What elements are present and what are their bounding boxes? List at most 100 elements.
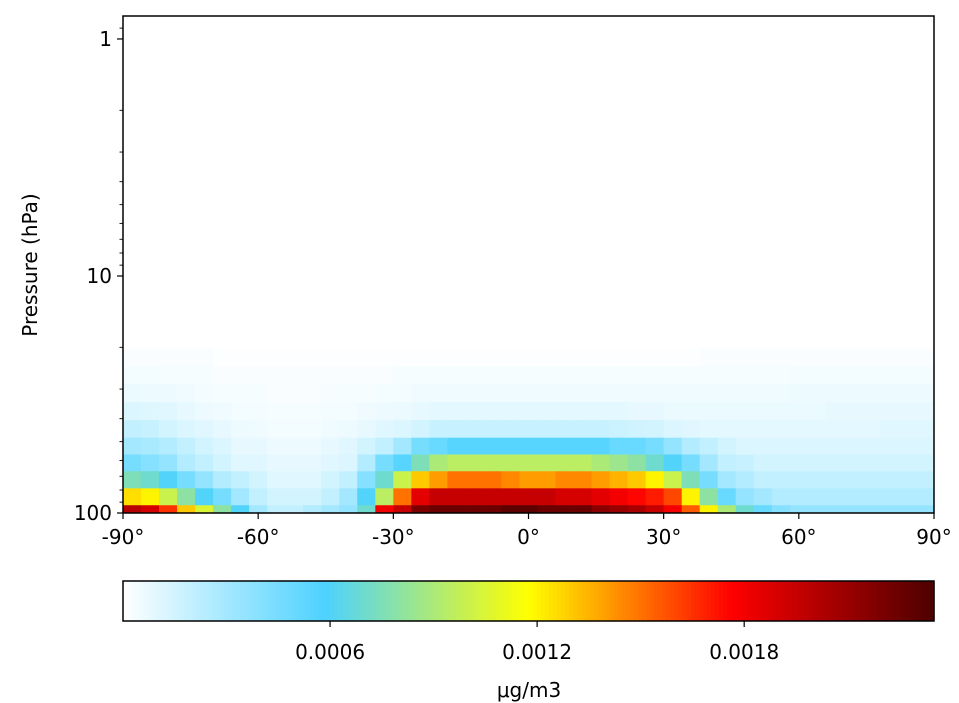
heatmap-cell xyxy=(159,383,178,403)
heatmap-cell xyxy=(717,348,737,367)
heatmap-cell xyxy=(465,365,485,384)
colorbar-segment xyxy=(670,581,676,621)
heatmap-cell xyxy=(303,453,322,472)
colorbar-segment xyxy=(520,581,526,621)
heatmap-cell xyxy=(267,348,286,367)
colorbar-segment xyxy=(897,581,903,621)
heatmap-cell xyxy=(681,383,701,403)
colorbar-segment xyxy=(775,581,781,621)
heatmap-cell xyxy=(501,437,521,455)
heatmap-cell xyxy=(501,365,521,384)
heatmap-cell xyxy=(645,383,665,403)
heatmap-cell xyxy=(627,487,647,506)
heatmap-cell xyxy=(321,487,340,506)
colorbar-segment xyxy=(256,581,262,621)
heatmap-cell xyxy=(789,383,809,403)
heatmap-cell xyxy=(375,401,394,421)
y-tick-label: 10 xyxy=(87,264,112,288)
colorbar-segment xyxy=(321,581,327,621)
heatmap-cell xyxy=(771,365,791,384)
heatmap-cell xyxy=(699,470,719,489)
colorbar-segment xyxy=(293,581,298,621)
heatmap-cell xyxy=(573,437,593,455)
heatmap-cell xyxy=(141,383,160,403)
colorbar-segment xyxy=(123,581,128,621)
heatmap-cell xyxy=(519,487,539,506)
heatmap-cell xyxy=(339,504,358,513)
colorbar-segment xyxy=(686,581,692,621)
colorbar-segment xyxy=(479,581,485,621)
heatmap-cell xyxy=(915,383,934,403)
heatmap-cell xyxy=(843,453,863,472)
heatmap-cell xyxy=(771,453,791,472)
heatmap-cell xyxy=(663,437,683,455)
colorbar-segment xyxy=(682,581,688,621)
heatmap-cell xyxy=(789,365,809,384)
heatmap-cell xyxy=(789,437,809,455)
colorbar-segment xyxy=(277,581,282,621)
heatmap-cell xyxy=(267,487,286,506)
colorbar-segment xyxy=(556,581,562,621)
heatmap-cell xyxy=(717,470,737,489)
heatmap-cell xyxy=(699,383,719,403)
heatmap-cell xyxy=(465,348,485,367)
heatmap-cell xyxy=(879,453,899,472)
heatmap-cell xyxy=(573,487,593,506)
heatmap-cell xyxy=(159,504,178,513)
heatmap-cell xyxy=(357,383,376,403)
colorbar-segment xyxy=(889,581,895,621)
colorbar-segment xyxy=(232,581,238,621)
heatmap-cell xyxy=(483,348,503,367)
heatmap-cell xyxy=(303,504,322,513)
heatmap-cell xyxy=(609,437,629,455)
colorbar-segment xyxy=(467,581,473,621)
colorbar-segment xyxy=(779,581,785,621)
colorbar-segment xyxy=(224,581,230,621)
heatmap-cell xyxy=(591,504,611,513)
heatmap-cell xyxy=(753,401,773,421)
heatmap-cell xyxy=(231,348,250,367)
heatmap-cell xyxy=(285,365,304,384)
heatmap-cell xyxy=(663,419,683,438)
colorbar-segment xyxy=(191,581,197,621)
y-axis: 1 10 100 xyxy=(74,27,123,525)
heatmap-cell xyxy=(483,419,503,438)
colorbar-segment xyxy=(208,581,213,621)
heatmap-cell xyxy=(411,437,430,455)
heatmap-cell xyxy=(249,365,268,384)
colorbar-segment xyxy=(163,581,169,621)
colorbar-segment xyxy=(869,581,874,621)
heatmap-cell xyxy=(285,383,304,403)
heatmap-cell xyxy=(771,419,791,438)
heatmap-cell xyxy=(717,419,737,438)
heatmap-cell xyxy=(789,401,809,421)
heatmap-cell xyxy=(285,419,304,438)
colorbar-segment xyxy=(532,581,538,621)
heatmap-cell xyxy=(339,437,358,455)
heatmap-cell xyxy=(555,487,575,506)
heatmap-cell xyxy=(195,348,214,367)
heatmap-cell xyxy=(753,348,773,367)
x-axis: -90° -60° -30° 0° 30° 60° 90° xyxy=(102,513,952,549)
heatmap-cell xyxy=(141,419,160,438)
colorbar-segment xyxy=(877,581,882,621)
heatmap-cell xyxy=(213,487,232,506)
colorbar-segment xyxy=(289,581,294,621)
heatmap-cell xyxy=(645,419,665,438)
colorbar-segment xyxy=(646,581,651,621)
colorbar-segment xyxy=(747,581,753,621)
heatmap-cell xyxy=(177,504,196,513)
heatmap-cell xyxy=(609,487,629,506)
colorbar-segment xyxy=(200,581,205,621)
colorbar-segment xyxy=(423,581,428,621)
colorbar-segment xyxy=(419,581,424,621)
colorbar-segment xyxy=(621,581,627,621)
heatmap-cell xyxy=(789,470,809,489)
colorbar-segment xyxy=(252,581,258,621)
colorbar-segment xyxy=(852,581,858,621)
colorbar-segment xyxy=(285,581,290,621)
colorbar-segment xyxy=(171,581,177,621)
colorbar-segment xyxy=(179,581,185,621)
heatmap-cell xyxy=(177,487,196,506)
heatmap-cell xyxy=(501,453,521,472)
